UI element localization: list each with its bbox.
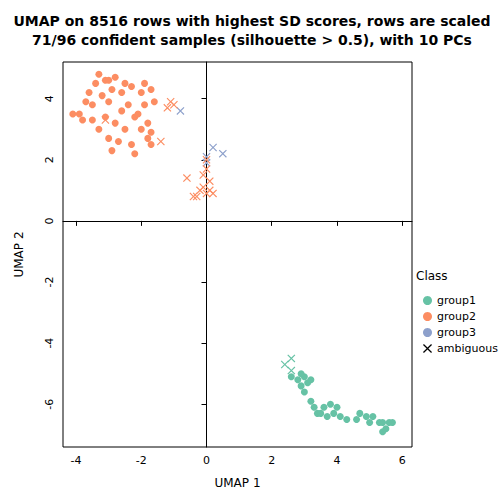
svg-text:UMAP 2: UMAP 2 xyxy=(12,231,26,277)
svg-text:UMAP on 8516 rows with highest: UMAP on 8516 rows with highest SD scores… xyxy=(13,13,490,29)
svg-text:-2: -2 xyxy=(136,454,147,467)
svg-text:0: 0 xyxy=(203,454,210,467)
svg-text:Class: Class xyxy=(416,269,448,283)
svg-text:UMAP 1: UMAP 1 xyxy=(214,476,260,490)
svg-text:2: 2 xyxy=(268,454,275,467)
svg-text:group2: group2 xyxy=(437,310,476,323)
svg-text:4: 4 xyxy=(43,95,56,102)
svg-text:2: 2 xyxy=(43,156,56,163)
svg-text:71/96 confident samples (silho: 71/96 confident samples (silhouette > 0.… xyxy=(32,32,472,48)
svg-text:-4: -4 xyxy=(71,454,82,467)
svg-text:group3: group3 xyxy=(437,326,476,339)
svg-text:6: 6 xyxy=(399,454,406,467)
svg-text:-6: -6 xyxy=(43,399,56,410)
svg-text:-4: -4 xyxy=(43,338,56,349)
svg-text:0: 0 xyxy=(43,217,56,224)
svg-text:ambiguous: ambiguous xyxy=(437,342,498,355)
svg-text:4: 4 xyxy=(333,454,340,467)
svg-text:group1: group1 xyxy=(437,294,476,307)
svg-text:-2: -2 xyxy=(43,277,56,288)
